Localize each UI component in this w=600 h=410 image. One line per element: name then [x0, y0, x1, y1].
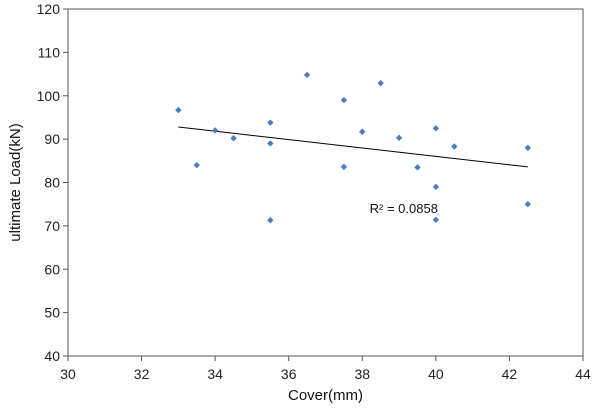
plot-area	[67, 8, 584, 357]
data-point	[432, 125, 440, 132]
y-tick-label: 50	[44, 305, 60, 321]
data-point	[451, 143, 458, 150]
data-point	[395, 134, 403, 142]
data-point	[267, 119, 274, 126]
data-point	[377, 79, 384, 87]
y-tick-label: 90	[44, 131, 60, 147]
data-point	[303, 71, 311, 79]
data-point	[432, 216, 440, 224]
data-point	[359, 128, 366, 135]
x-tick-label: 40	[428, 366, 444, 382]
data-point	[267, 217, 274, 224]
y-tick-label: 110	[38, 44, 61, 60]
data-point	[340, 163, 348, 171]
data-point	[230, 135, 237, 142]
data-point	[432, 183, 440, 191]
data-point	[193, 161, 200, 169]
data-points	[175, 71, 532, 224]
x-tick-label: 42	[502, 366, 518, 382]
x-tick-label: 36	[281, 366, 297, 382]
data-point	[414, 164, 421, 171]
data-point	[524, 200, 532, 208]
y-axis-title: ultimate Load(kN)	[7, 123, 24, 241]
x-axis: 30 32 34 36 38 40 42 44	[60, 356, 591, 382]
y-tick-label: 60	[44, 261, 60, 277]
x-tick-label: 30	[60, 366, 76, 382]
x-tick-label: 38	[354, 366, 370, 382]
x-tick-label: 32	[134, 366, 150, 382]
data-point	[175, 106, 182, 114]
x-tick-label: 34	[207, 366, 223, 382]
y-axis: 40 50 60 70 80 90 100 110 120	[37, 1, 68, 364]
data-point	[524, 144, 532, 151]
data-point	[267, 140, 274, 147]
y-tick-label: 70	[44, 218, 60, 234]
y-tick-label: 40	[44, 348, 60, 364]
y-tick-label: 80	[44, 175, 60, 191]
r-squared-annotation: R² = 0.0858	[370, 201, 438, 216]
trendline	[178, 126, 528, 168]
data-point	[211, 127, 219, 134]
x-axis-title: Cover(mm)	[288, 387, 363, 404]
y-tick-label: 100	[37, 88, 61, 104]
x-tick-label: 44	[575, 366, 591, 382]
data-point	[340, 96, 348, 104]
y-tick-label: 120	[37, 1, 61, 17]
